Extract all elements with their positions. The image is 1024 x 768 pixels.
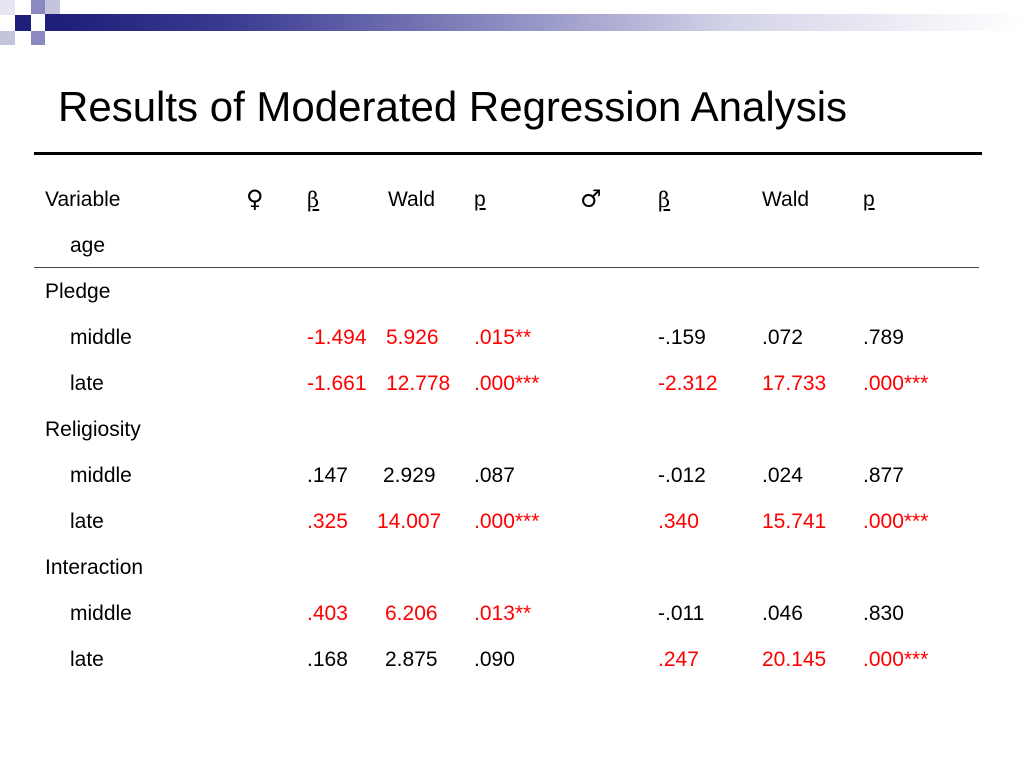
male-wald-value: 15.741 xyxy=(762,510,827,533)
header-female-beta: β xyxy=(307,188,320,212)
row-label: late xyxy=(70,510,104,533)
decorative-square xyxy=(31,31,45,45)
female-wald-value: 14.007 xyxy=(377,510,442,533)
female-beta-value: -1.494 xyxy=(307,326,367,349)
female-wald-value: 2.929 xyxy=(383,464,436,487)
female-beta-value: .325 xyxy=(307,510,348,533)
decorative-square xyxy=(45,0,60,14)
male-p-value: .000*** xyxy=(863,648,929,671)
row-label: late xyxy=(70,648,104,671)
table-header-divider xyxy=(34,267,979,268)
header-female-wald: Wald xyxy=(388,188,436,211)
female-beta-value: .147 xyxy=(307,464,348,487)
male-wald-value: .024 xyxy=(762,464,803,487)
row-label: middle xyxy=(70,602,132,625)
header-male-beta: β xyxy=(658,188,671,212)
male-p-value: .000*** xyxy=(863,372,929,395)
header-gradient-band xyxy=(60,14,1024,31)
male-p-value: .789 xyxy=(863,326,904,349)
slide-title: Results of Moderated Regression Analysis xyxy=(58,83,848,130)
decorative-square xyxy=(15,15,31,31)
male-beta-value: .247 xyxy=(658,648,699,671)
header-male-p: p xyxy=(863,188,875,211)
female-p-value: .087 xyxy=(474,464,515,487)
female-beta-value: .168 xyxy=(307,648,348,671)
female-p-value: .015** xyxy=(474,326,532,349)
group-label-religiosity: Religiosity xyxy=(45,418,141,441)
header-male-wald: Wald xyxy=(762,188,810,211)
female-p-value: .013** xyxy=(474,602,532,625)
female-wald-value: 6.206 xyxy=(385,602,438,625)
male-wald-value: 17.733 xyxy=(762,372,827,395)
decorative-square xyxy=(0,31,15,45)
male-symbol: ♂ xyxy=(580,185,602,213)
male-p-value: .877 xyxy=(863,464,904,487)
male-p-value: .830 xyxy=(863,602,904,625)
male-p-value: .000*** xyxy=(863,510,929,533)
decorative-square xyxy=(0,0,15,15)
header-subvariable-age: age xyxy=(70,234,106,257)
decorative-square xyxy=(31,0,45,14)
row-label: late xyxy=(70,372,104,395)
decorative-square xyxy=(45,14,60,31)
male-beta-value: -.012 xyxy=(658,464,706,487)
female-wald-value: 2.875 xyxy=(385,648,438,671)
row-label: middle xyxy=(70,326,132,349)
female-beta-value: -1.661 xyxy=(307,372,367,395)
male-beta-value: .340 xyxy=(658,510,699,533)
male-beta-value: -2.312 xyxy=(658,372,718,395)
header-female-p: p xyxy=(474,188,486,211)
female-wald-value: 12.778 xyxy=(386,372,451,395)
header-variable: Variable xyxy=(45,188,121,211)
group-label-pledge: Pledge xyxy=(45,280,111,303)
female-symbol: ♀ xyxy=(246,185,264,213)
row-label: middle xyxy=(70,464,132,487)
male-beta-value: -.011 xyxy=(658,602,705,625)
female-p-value: .090 xyxy=(474,648,515,671)
female-beta-value: .403 xyxy=(307,602,348,625)
male-wald-value: .046 xyxy=(762,602,803,625)
female-wald-value: 5.926 xyxy=(386,326,439,349)
male-wald-value: .072 xyxy=(762,326,803,349)
female-p-value: .000*** xyxy=(474,372,540,395)
title-divider xyxy=(34,152,982,155)
female-p-value: .000*** xyxy=(474,510,540,533)
male-wald-value: 20.145 xyxy=(762,648,827,671)
group-label-interaction: Interaction xyxy=(45,556,144,579)
male-beta-value: -.159 xyxy=(658,326,706,349)
